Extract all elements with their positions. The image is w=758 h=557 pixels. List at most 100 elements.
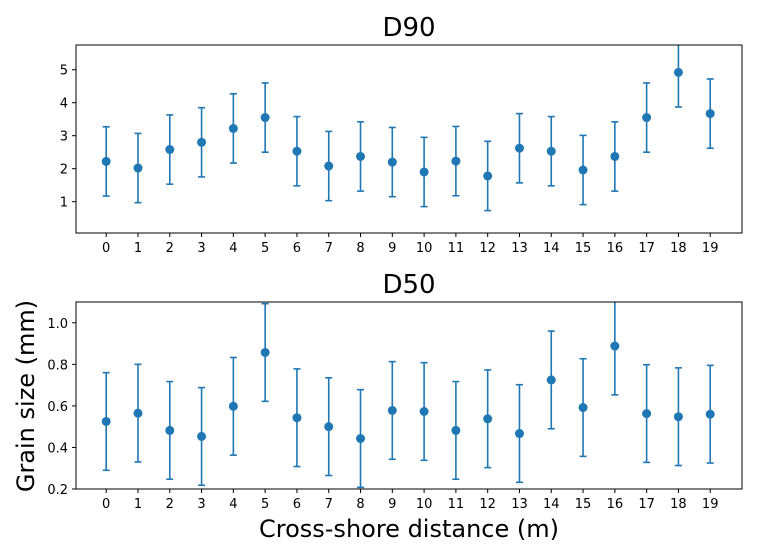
d90-data-point [260,82,270,153]
x-axis-label: Cross-shore distance (m) [259,515,559,543]
d90-marker [228,123,238,133]
d90-x-tick-label: 4 [229,241,237,256]
d90-marker [133,163,143,173]
d50-x-tick-label: 13 [511,497,528,512]
d90-data-point [546,115,556,187]
d90-marker [101,156,111,166]
d50-x-tick-label: 16 [607,497,624,512]
d50-y-tick-label: 1.0 [47,317,68,332]
d50-x-tick-label: 18 [670,497,687,512]
d50-marker [419,406,429,416]
d90-x-tick-label: 12 [479,241,496,256]
d90-x-tick-label: 18 [670,241,687,256]
d50-marker [610,341,620,351]
d50-data-point [228,356,238,456]
d50-x-tick-label: 6 [293,497,301,512]
d90-data-point [356,121,366,192]
d50-data-point [101,371,111,472]
d90-x-tick-label: 5 [261,241,269,256]
d90-x-tick-label: 9 [388,241,396,256]
d50-marker [197,431,207,441]
d90-marker [197,137,207,147]
d50-data-point [133,363,143,463]
d90-marker [387,157,397,167]
d50-x-tick-label: 9 [388,497,396,512]
d50-data-point [292,368,302,468]
d90-data-point [197,106,207,178]
y-axis-label: Grain size (mm) [12,300,40,492]
d90-x-tick-label: 2 [166,241,174,256]
panel-d90-y-ticks: 1 2 3 4 5 [60,64,76,211]
d50-data-point [165,380,175,481]
d90-marker [165,145,175,155]
d50-marker [228,401,238,411]
d90-data-point [610,121,620,192]
d90-marker [356,151,366,161]
d90-marker [610,151,620,161]
d50-y-tick-label: 0.6 [47,400,68,415]
d90-x-tick-label: 1 [134,241,142,256]
d50-marker [483,414,493,424]
panel-d50-plot-area [75,301,743,490]
d50-x-tick-label: 14 [543,497,560,512]
panel-d50-y-ticks: 0.2 0.4 0.6 0.8 1.0 [47,317,76,498]
d50-marker [324,422,334,432]
d50-x-tick-label: 0 [102,497,110,512]
d50-data-point [419,361,429,462]
d90-data-point [673,45,683,108]
d90-x-tick-label: 16 [607,241,624,256]
d90-data-point [133,132,143,204]
d90-data-point [165,114,175,185]
d90-marker [324,161,334,171]
panel-d90-marks [101,45,715,212]
panel-d90-title: D90 [382,13,435,43]
d90-data-point [419,136,429,208]
d50-x-tick-label: 7 [325,497,333,512]
d50-marker [673,412,683,422]
d90-x-tick-label: 19 [702,241,719,256]
d90-data-point [387,126,397,198]
d50-x-tick-label: 17 [638,497,655,512]
d50-marker [451,425,461,435]
d50-data-point [356,388,366,489]
d90-marker [483,171,493,181]
d50-data-point [705,364,715,464]
d50-data-point [197,386,207,487]
d90-x-tick-label: 11 [448,241,465,256]
d50-marker [292,413,302,423]
d50-data-point [673,367,683,467]
d90-marker [260,113,270,123]
d90-marker [673,67,683,77]
d50-data-point [451,380,461,481]
d50-data-point [260,302,270,403]
panel-d50-marks [101,302,715,489]
d90-x-tick-label: 15 [575,241,592,256]
d50-data-point [514,383,524,484]
d90-marker [419,167,429,177]
d50-marker [387,405,397,415]
d90-x-tick-label: 10 [416,241,433,256]
d50-x-tick-label: 5 [261,497,269,512]
d50-data-point [387,360,397,461]
d90-y-tick-label: 3 [60,130,68,145]
d50-marker [546,375,556,385]
d50-x-tick-label: 8 [356,497,364,512]
d90-marker [705,109,715,119]
d90-x-tick-label: 13 [511,241,528,256]
panel-d50-x-ticks: 0 1 2 3 4 5 6 7 8 9 10 11 12 13 14 15 16 17 18 19 [102,489,718,512]
d90-x-tick-label: 8 [356,241,364,256]
d90-data-point [228,93,238,164]
d50-marker [578,403,588,413]
d50-marker [165,425,175,435]
d50-data-point [324,377,334,477]
d50-x-tick-label: 10 [416,497,433,512]
d90-data-point [324,130,334,202]
d50-marker [642,409,652,419]
d50-x-tick-label: 12 [479,497,496,512]
d90-y-tick-label: 5 [60,64,68,79]
d90-data-point [101,125,111,197]
d50-x-tick-label: 19 [702,497,719,512]
d90-data-point [292,115,302,187]
d50-x-tick-label: 1 [134,497,142,512]
